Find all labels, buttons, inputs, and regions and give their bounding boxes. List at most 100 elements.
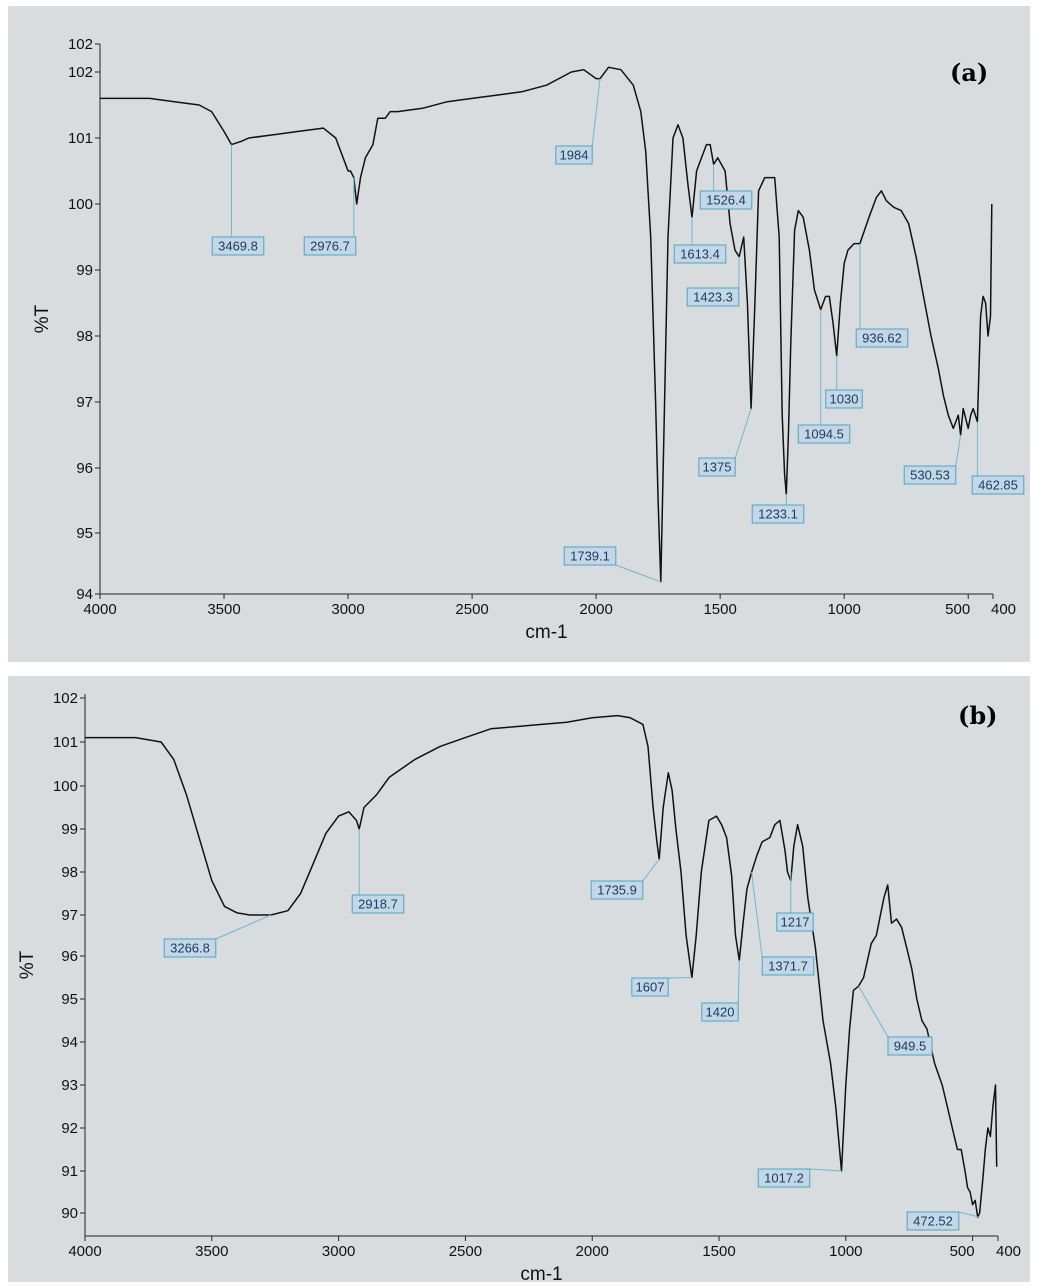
peak-label: 1420 — [706, 1005, 735, 1020]
y-tick-label: 101 — [53, 734, 78, 751]
peak-label: 1526.4 — [706, 193, 746, 208]
peak-label: 1217 — [781, 915, 810, 930]
y-tick-label: 96 — [61, 948, 78, 965]
peak-label-box — [303, 236, 357, 256]
spectrum-chart-a: 94 95 96 97 98 99 100 101 102 102 4000 3500 3000 2500… — [32, 36, 1025, 643]
peak-label-box — [698, 457, 736, 477]
peak-label-box — [699, 190, 753, 210]
spectrum-panel-a: 94 95 96 97 98 99 100 101 102 102 4000 3500 3000 2500… — [8, 6, 1030, 662]
x-tick-label: 4000 — [83, 601, 116, 618]
x-tick-label: 3500 — [207, 601, 240, 618]
peak-label-box — [887, 1036, 933, 1056]
peak-label-box — [351, 894, 405, 914]
y-tick-label: 98 — [61, 864, 78, 881]
x-tick-label: 400 — [991, 601, 1016, 618]
spectrum-line — [100, 66, 993, 583]
y-tick-label: 98 — [76, 328, 93, 345]
peak-label: 1423.3 — [693, 290, 733, 305]
y-tick-label: 102 — [68, 64, 93, 81]
peak-label: 1233.1 — [758, 507, 798, 522]
peak-label-box — [751, 504, 805, 524]
x-tick-label: 2000 — [576, 1243, 609, 1260]
peak-label: 1017.2 — [764, 1171, 804, 1186]
y-tick-label: 100 — [53, 778, 78, 795]
x-tick-label: 2500 — [449, 1243, 482, 1260]
y-tick-label: 102 — [53, 690, 78, 707]
y-tick-label: 96 — [76, 460, 93, 477]
peak-label-box — [701, 1002, 739, 1022]
peak-label: 949.5 — [894, 1039, 927, 1054]
peak-label-box — [211, 236, 265, 256]
peak-label-box — [903, 465, 957, 485]
peak-label: 462.85 — [978, 478, 1018, 493]
peak-label-box — [590, 880, 644, 900]
peak-label: 2976.7 — [310, 239, 350, 254]
peak-label-box — [906, 1211, 960, 1231]
peak-leader-line — [215, 914, 272, 940]
peak-leader-line — [591, 78, 601, 147]
peak-label: 1735.9 — [597, 883, 637, 898]
peak-label: 1984 — [560, 148, 589, 163]
peak-label-box — [757, 1168, 811, 1188]
peak-label-box — [163, 938, 217, 958]
y-tick-label: 90 — [61, 1205, 78, 1222]
y-tick-label: 102 — [68, 36, 93, 53]
peak-label-box — [631, 977, 669, 997]
peak-label: 1094.5 — [804, 427, 844, 442]
y-tick-label: 99 — [76, 262, 93, 279]
peak-leader-line — [955, 434, 962, 467]
y-tick-label: 93 — [61, 1077, 78, 1094]
x-tick-label: 3000 — [322, 1243, 355, 1260]
y-tick-label: 94 — [61, 1034, 78, 1051]
peak-label: 1607 — [636, 980, 665, 995]
y-tick-label: 97 — [61, 907, 78, 924]
y-tick-label: 91 — [61, 1163, 78, 1180]
y-tick-label: 92 — [61, 1120, 78, 1137]
x-tick-label: 400 — [996, 1243, 1021, 1260]
x-tick-label: 3000 — [331, 601, 364, 618]
peak-leader-line — [858, 985, 889, 1038]
y-tick-label: 99 — [61, 821, 78, 838]
peak-label-box — [761, 956, 815, 976]
x-axis-title: cm-1 — [525, 622, 567, 643]
x-tick-label: 1000 — [827, 601, 860, 618]
peak-label-box — [555, 145, 593, 165]
peak-label: 936.62 — [862, 331, 902, 346]
spectrum-panel-b: 90 91 92 93 94 95 96 97 98 99 100 101 102 4000 3500 300… — [8, 676, 1030, 1282]
y-tick-label: 101 — [68, 130, 93, 147]
peak-label: 1739.1 — [570, 549, 610, 564]
peak-leader-line — [751, 871, 763, 958]
peak-label-box — [776, 912, 814, 932]
peak-label-box — [673, 244, 727, 264]
peak-label: 2918.7 — [358, 897, 398, 912]
x-tick-label: 4000 — [68, 1243, 101, 1260]
panel-label: (a) — [950, 58, 988, 87]
peak-leader-line — [809, 1168, 842, 1172]
peak-label: 3266.8 — [170, 941, 210, 956]
peak-label: 1613.4 — [680, 247, 720, 262]
x-tick-label: 1500 — [703, 601, 736, 618]
peak-label-box — [797, 424, 851, 444]
y-axis-title: %T — [17, 950, 38, 979]
y-axis-title: %T — [32, 304, 53, 333]
x-tick-label: 500 — [950, 1243, 975, 1260]
peak-label: 1371.7 — [768, 959, 808, 974]
x-tick-label: 1500 — [702, 1243, 735, 1260]
x-tick-label: 1000 — [829, 1243, 862, 1260]
y-tick-label: 95 — [76, 525, 93, 542]
peak-leader-line — [642, 858, 660, 882]
peak-leader-line — [958, 1211, 980, 1218]
peak-leader-line — [668, 977, 692, 979]
peak-leader-line — [737, 960, 740, 1004]
x-tick-label: 3500 — [195, 1243, 228, 1260]
peak-label-box — [825, 389, 863, 409]
peak-label-box — [686, 287, 740, 307]
peak-label: 472.52 — [913, 1214, 953, 1229]
peak-label-box — [855, 328, 909, 348]
y-tick-label: 97 — [76, 394, 93, 411]
peak-leader-line — [615, 564, 662, 583]
panel-label: (b) — [958, 701, 998, 730]
spectrum-line — [85, 714, 998, 1218]
peak-leader-line — [734, 408, 752, 459]
x-axis-title: cm-1 — [520, 1264, 562, 1282]
